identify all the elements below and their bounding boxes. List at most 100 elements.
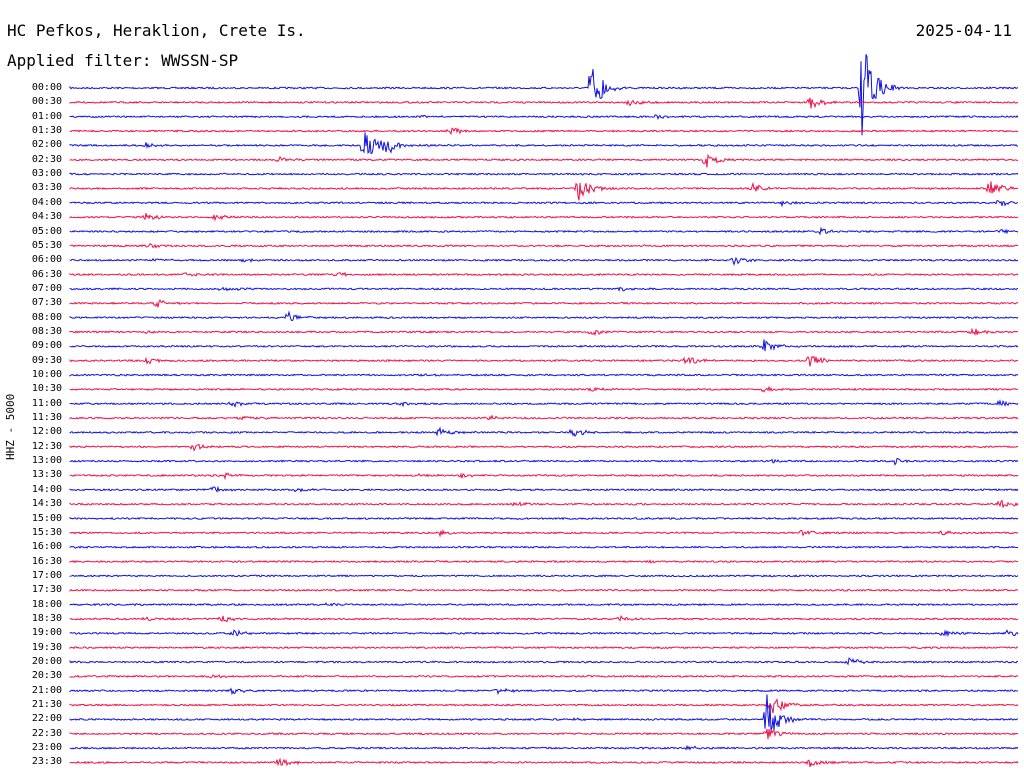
time-label: 22:00 bbox=[31, 713, 62, 725]
time-label: 20:00 bbox=[31, 656, 62, 667]
time-label: 17:30 bbox=[31, 584, 62, 596]
trace-row bbox=[69, 602, 1019, 607]
trace-row bbox=[69, 757, 1019, 768]
time-label: 19:30 bbox=[31, 641, 62, 653]
time-label: 12:30 bbox=[31, 440, 62, 452]
time-label: 08:00 bbox=[31, 311, 62, 323]
time-label: 23:00 bbox=[31, 742, 62, 754]
time-label: 07:00 bbox=[31, 282, 62, 294]
time-label: 23:30 bbox=[31, 756, 62, 768]
trace-row bbox=[69, 213, 1019, 222]
trace-row bbox=[69, 588, 1019, 592]
trace-row bbox=[69, 339, 1019, 352]
trace-row bbox=[69, 674, 1019, 679]
time-label: 05:30 bbox=[31, 239, 62, 251]
trace-row bbox=[69, 485, 1019, 493]
time-label: 10:00 bbox=[31, 369, 62, 380]
time-label: 15:30 bbox=[31, 526, 62, 538]
time-label: 09:00 bbox=[31, 340, 62, 352]
time-label: 05:00 bbox=[31, 225, 62, 237]
trace-row bbox=[69, 516, 1019, 521]
time-label: 04:30 bbox=[31, 211, 62, 223]
time-label: 06:30 bbox=[31, 268, 62, 280]
trace-row bbox=[69, 574, 1019, 578]
trace-row bbox=[69, 355, 1019, 367]
trace-row bbox=[69, 242, 1019, 249]
trace-row bbox=[69, 310, 1019, 322]
trace-row bbox=[69, 200, 1019, 208]
time-label: 06:00 bbox=[31, 254, 62, 266]
trace-row bbox=[69, 687, 1019, 696]
time-label: 21:00 bbox=[31, 684, 62, 696]
time-label: 04:00 bbox=[31, 196, 62, 208]
time-label: 17:00 bbox=[31, 569, 62, 581]
time-label: 22:30 bbox=[31, 727, 62, 739]
trace-row bbox=[69, 614, 1019, 623]
trace-row bbox=[69, 657, 1019, 666]
trace-row bbox=[69, 545, 1019, 549]
time-label: 07:30 bbox=[31, 297, 62, 309]
trace-row bbox=[69, 54, 1019, 136]
trace-row bbox=[69, 694, 1019, 731]
trace-row bbox=[69, 728, 1019, 740]
filter-label: Applied filter: WWSSN-SP bbox=[7, 51, 239, 70]
time-label: 01:30 bbox=[31, 125, 62, 137]
time-label: 13:00 bbox=[31, 455, 62, 467]
station-title: HC Pefkos, Heraklion, Crete Is. bbox=[7, 21, 306, 40]
trace-row bbox=[69, 385, 1019, 393]
time-label: 15:00 bbox=[31, 512, 62, 524]
time-label: 21:30 bbox=[31, 699, 62, 711]
trace-row bbox=[69, 172, 1019, 176]
time-label: 01:00 bbox=[31, 110, 62, 122]
time-label: 16:00 bbox=[31, 541, 62, 553]
time-label: 13:30 bbox=[31, 469, 62, 481]
trace-row bbox=[69, 114, 1019, 121]
trace-row bbox=[69, 256, 1019, 266]
trace-row bbox=[69, 127, 1019, 136]
trace-row bbox=[69, 226, 1019, 236]
trace-row bbox=[69, 97, 1019, 109]
trace-row bbox=[69, 698, 1019, 714]
trace-row bbox=[69, 499, 1019, 509]
trace-row bbox=[69, 458, 1019, 466]
time-label: 11:30 bbox=[31, 412, 62, 424]
trace-row bbox=[69, 286, 1019, 292]
trace-row bbox=[69, 271, 1019, 277]
time-label: 20:30 bbox=[31, 670, 62, 682]
time-label: 14:00 bbox=[31, 483, 62, 495]
time-label: 09:30 bbox=[31, 354, 62, 366]
time-label: 10:30 bbox=[31, 383, 62, 395]
trace-row bbox=[69, 298, 1019, 308]
time-label: 19:00 bbox=[31, 627, 62, 639]
trace-row bbox=[69, 559, 1019, 564]
trace-row bbox=[69, 327, 1019, 337]
trace-row bbox=[69, 744, 1019, 751]
trace-row bbox=[69, 373, 1019, 377]
time-label: 11:00 bbox=[31, 397, 62, 409]
trace-row bbox=[69, 398, 1019, 408]
time-label: 00:30 bbox=[31, 96, 62, 108]
trace-row bbox=[69, 181, 1019, 201]
trace-row bbox=[69, 443, 1019, 452]
trace-row bbox=[69, 629, 1019, 638]
trace-row bbox=[69, 426, 1019, 437]
trace-row bbox=[69, 472, 1019, 481]
time-label: 12:00 bbox=[31, 426, 62, 438]
time-label: 14:30 bbox=[31, 498, 62, 510]
time-label: 02:30 bbox=[31, 153, 62, 165]
time-label: 03:30 bbox=[31, 182, 62, 194]
trace-row bbox=[69, 529, 1019, 538]
time-label: 16:30 bbox=[31, 555, 62, 567]
trace-row bbox=[69, 646, 1019, 650]
time-label: 03:00 bbox=[31, 168, 62, 180]
trace-row bbox=[69, 153, 1019, 168]
time-label: 18:30 bbox=[31, 612, 62, 624]
time-label: 00:00 bbox=[31, 82, 62, 93]
time-label: 18:00 bbox=[31, 598, 62, 610]
time-label: 08:30 bbox=[31, 325, 62, 337]
date-label: 2025-04-11 bbox=[915, 21, 1012, 40]
trace-row bbox=[69, 132, 1019, 155]
trace-row bbox=[69, 414, 1019, 421]
time-label: 02:00 bbox=[31, 139, 62, 151]
